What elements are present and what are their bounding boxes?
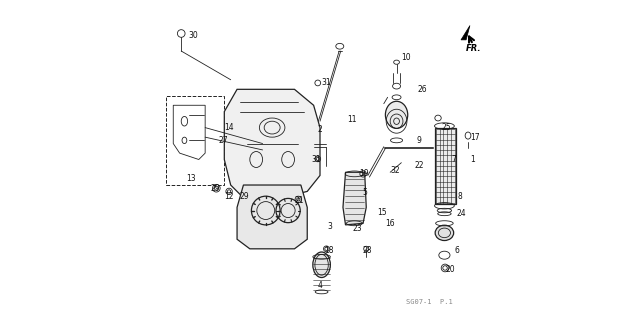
Text: 23: 23: [353, 224, 362, 233]
Bar: [435, 128, 456, 204]
Text: 17: 17: [470, 133, 479, 142]
Text: 2: 2: [317, 125, 323, 134]
Text: 26: 26: [417, 85, 427, 94]
Text: 6: 6: [455, 246, 460, 255]
Text: FR.: FR.: [466, 44, 482, 53]
Text: 32: 32: [390, 166, 400, 175]
Polygon shape: [224, 89, 320, 198]
Text: 3: 3: [327, 222, 332, 231]
Text: 16: 16: [385, 219, 395, 228]
Text: 11: 11: [347, 115, 356, 124]
Text: 18: 18: [324, 246, 333, 255]
Text: 7: 7: [452, 155, 456, 164]
Text: 25: 25: [442, 123, 451, 132]
Text: 14: 14: [224, 123, 234, 132]
Ellipse shape: [313, 252, 330, 278]
Text: 8: 8: [458, 192, 463, 201]
Polygon shape: [343, 172, 366, 225]
Text: 22: 22: [414, 161, 424, 170]
Text: 29: 29: [211, 184, 221, 193]
Text: 15: 15: [378, 208, 387, 217]
Text: 19: 19: [359, 169, 369, 178]
Bar: [166, 96, 223, 185]
Text: 20: 20: [445, 265, 455, 274]
Polygon shape: [461, 26, 470, 40]
Text: 5: 5: [362, 189, 367, 197]
Text: 9: 9: [417, 136, 421, 145]
Text: 31: 31: [321, 78, 331, 87]
Text: 28: 28: [362, 246, 372, 255]
Text: 4: 4: [317, 281, 323, 290]
Text: 29: 29: [239, 192, 249, 201]
Text: 10: 10: [401, 53, 411, 62]
Text: 30: 30: [188, 31, 198, 40]
Text: SG07-1  P.1: SG07-1 P.1: [406, 299, 453, 305]
Text: 31: 31: [311, 155, 321, 164]
Polygon shape: [237, 185, 307, 249]
Ellipse shape: [435, 225, 454, 241]
Text: 13: 13: [186, 174, 196, 183]
Text: 1: 1: [470, 155, 475, 164]
Text: 27: 27: [218, 136, 228, 145]
Text: 12: 12: [225, 192, 234, 201]
Ellipse shape: [385, 101, 408, 129]
Text: 21: 21: [294, 197, 304, 205]
Text: 24: 24: [457, 209, 467, 218]
